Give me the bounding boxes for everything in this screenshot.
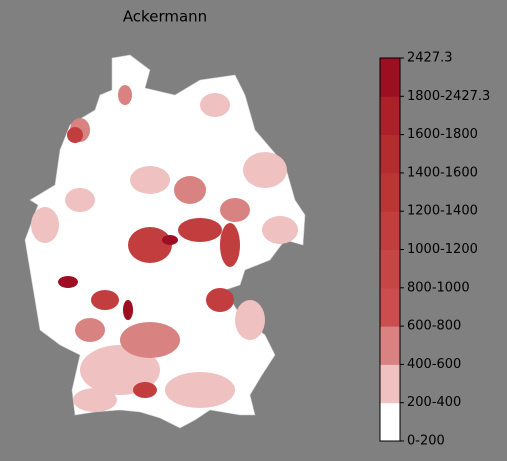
colorbar-segment xyxy=(380,134,400,174)
colorbar-label: 400-600 xyxy=(407,357,461,372)
medium-regions xyxy=(70,85,250,358)
colorbar-label: 1000-1200 xyxy=(407,242,478,257)
colorbar-segment xyxy=(380,211,400,250)
colorbar-label: 1400-1600 xyxy=(407,165,478,180)
colorbar-segment xyxy=(380,96,400,136)
colorbar-label: 1600-1800 xyxy=(407,127,478,142)
red-regions xyxy=(67,127,240,398)
colorbar-label: 1200-1400 xyxy=(407,204,478,219)
colorbar-segment xyxy=(380,326,400,365)
colorbar-label: 1800-2427.3 xyxy=(407,89,490,104)
colorbar-label: 0-200 xyxy=(407,434,445,449)
colorbar-label: 200-400 xyxy=(407,395,461,410)
colorbar-segment xyxy=(380,364,400,404)
light-regions xyxy=(31,93,298,412)
colorbar-label: 600-800 xyxy=(407,319,461,334)
dark-regions xyxy=(58,235,178,320)
colorbar-segment xyxy=(380,249,400,289)
colorbar-segment xyxy=(380,172,400,212)
colorbar-segment xyxy=(380,402,400,442)
colorbar-segment xyxy=(380,287,400,327)
colorbar-segment xyxy=(380,58,400,97)
colorbar: 0-200 200-400 400-600 600-800 800-1000 1000-1… xyxy=(379,51,490,449)
map xyxy=(24,54,306,429)
map-title: Ackermann xyxy=(123,8,207,26)
colorbar-label: 800-1000 xyxy=(407,280,470,295)
colorbar-label: 2427.3 xyxy=(407,51,453,66)
